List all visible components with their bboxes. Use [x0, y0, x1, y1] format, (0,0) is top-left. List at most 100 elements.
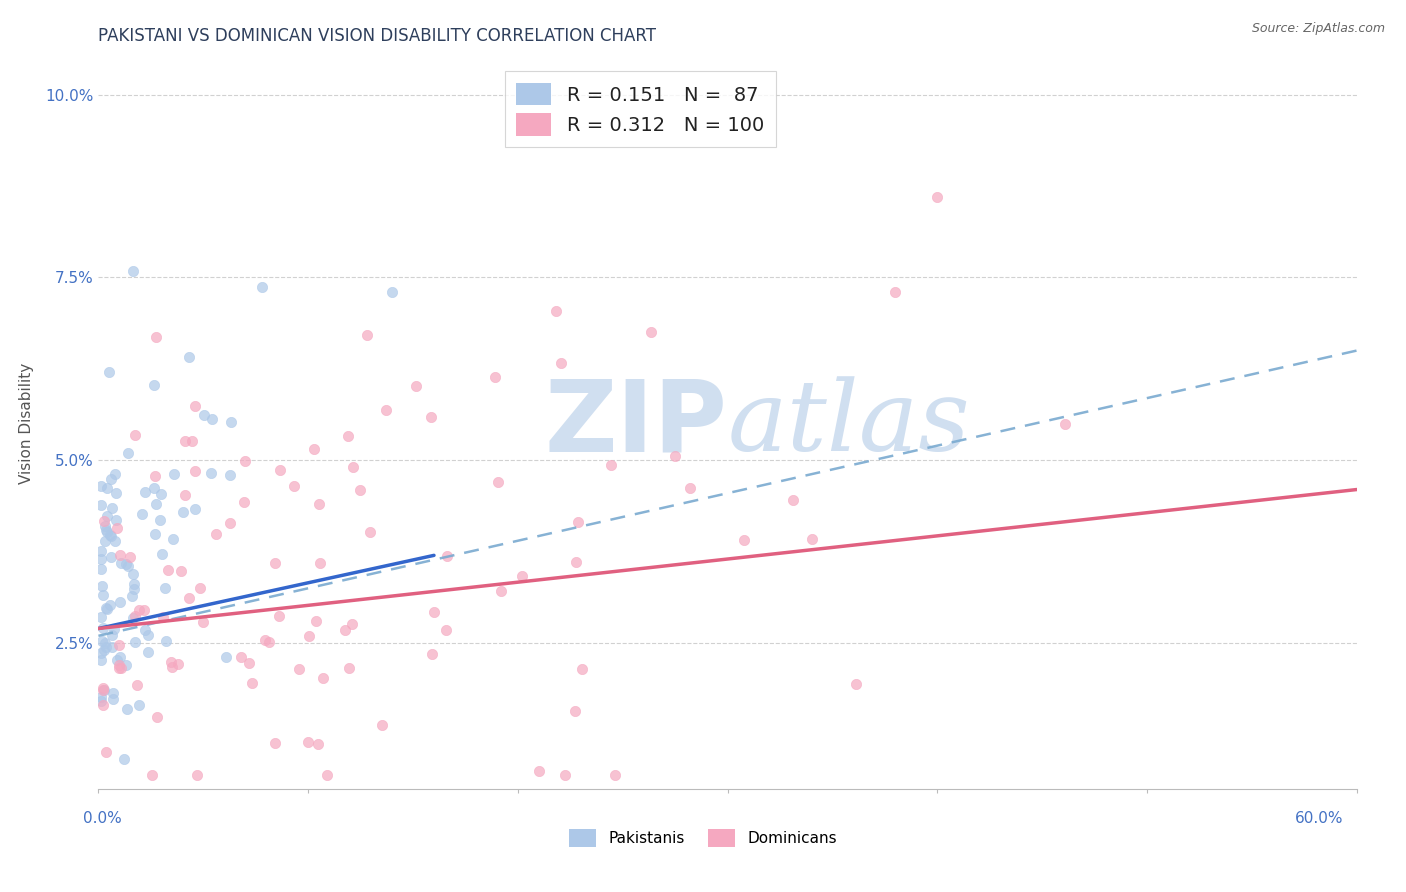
Point	[146, 710, 169, 724]
Point	[184, 464, 207, 478]
Point	[308, 498, 330, 512]
Point	[108, 548, 131, 562]
Point	[141, 768, 163, 782]
Point	[94, 523, 117, 537]
Point	[122, 577, 145, 591]
Point	[96, 602, 118, 616]
Point	[124, 608, 146, 623]
Point	[112, 752, 135, 766]
Point	[127, 678, 149, 692]
Point	[564, 704, 586, 718]
Point	[342, 460, 364, 475]
Point	[101, 640, 124, 654]
Point	[315, 768, 337, 782]
Point	[108, 657, 131, 672]
Point	[104, 467, 127, 481]
Point	[177, 591, 200, 605]
Point	[571, 662, 593, 676]
Point	[117, 446, 139, 460]
Point	[349, 483, 371, 497]
Point	[381, 285, 404, 299]
Point	[115, 702, 138, 716]
Point	[89, 552, 111, 566]
Point	[124, 428, 146, 442]
Text: 0.0%: 0.0%	[83, 812, 122, 826]
Point	[94, 635, 117, 649]
Point	[297, 735, 319, 749]
Point	[101, 500, 124, 515]
Point	[191, 615, 214, 629]
Point	[91, 621, 114, 635]
Point	[219, 415, 242, 429]
Point	[238, 656, 260, 670]
Point	[96, 524, 118, 539]
Point	[510, 568, 533, 582]
Point	[108, 661, 131, 675]
Point	[250, 279, 273, 293]
Point	[174, 488, 197, 502]
Point	[98, 599, 121, 613]
Point	[170, 564, 193, 578]
Legend: Pakistanis, Dominicans: Pakistanis, Dominicans	[562, 823, 844, 853]
Point	[91, 588, 114, 602]
Point	[143, 469, 166, 483]
Point	[105, 653, 128, 667]
Point	[117, 558, 139, 573]
Point	[143, 481, 166, 495]
Text: PAKISTANI VS DOMINICAN VISION DISABILITY CORRELATION CHART: PAKISTANI VS DOMINICAN VISION DISABILITY…	[98, 28, 657, 45]
Point	[153, 582, 176, 596]
Point	[263, 736, 285, 750]
Point	[100, 471, 122, 485]
Point	[108, 650, 131, 665]
Point	[484, 370, 506, 384]
Point	[162, 532, 184, 546]
Point	[204, 526, 226, 541]
Point	[104, 533, 127, 548]
Point	[122, 264, 145, 278]
Point	[423, 605, 446, 619]
Point	[782, 493, 804, 508]
Point	[544, 304, 567, 318]
Point	[134, 623, 156, 637]
Point	[136, 628, 159, 642]
Point	[370, 718, 392, 732]
Point	[436, 549, 458, 563]
Point	[193, 408, 215, 422]
Point	[89, 694, 111, 708]
Point	[240, 676, 263, 690]
Point	[94, 534, 117, 549]
Point	[132, 603, 155, 617]
Point	[163, 467, 186, 481]
Point	[93, 643, 115, 657]
Point	[927, 190, 949, 204]
Point	[305, 614, 328, 628]
Point	[257, 635, 280, 649]
Point	[564, 556, 586, 570]
Point	[359, 525, 381, 540]
Point	[298, 629, 321, 643]
Point	[96, 508, 118, 523]
Text: atlas: atlas	[728, 376, 970, 471]
Point	[283, 479, 305, 493]
Point	[337, 428, 360, 442]
Point	[149, 487, 172, 501]
Point	[186, 768, 208, 782]
Point	[143, 377, 166, 392]
Text: 60.0%: 60.0%	[1295, 812, 1343, 826]
Point	[527, 764, 550, 779]
Point	[308, 556, 330, 570]
Point	[1054, 417, 1077, 431]
Point	[90, 579, 112, 593]
Point	[114, 557, 136, 571]
Legend: R = 0.151   N =  87, R = 0.312   N = 100: R = 0.151 N = 87, R = 0.312 N = 100	[505, 71, 776, 147]
Point	[233, 453, 256, 467]
Point	[884, 285, 907, 299]
Point	[91, 681, 114, 696]
Point	[97, 366, 120, 380]
Point	[312, 671, 335, 685]
Point	[145, 497, 167, 511]
Point	[489, 584, 512, 599]
Point	[434, 623, 457, 637]
Point	[96, 481, 118, 495]
Point	[94, 640, 117, 655]
